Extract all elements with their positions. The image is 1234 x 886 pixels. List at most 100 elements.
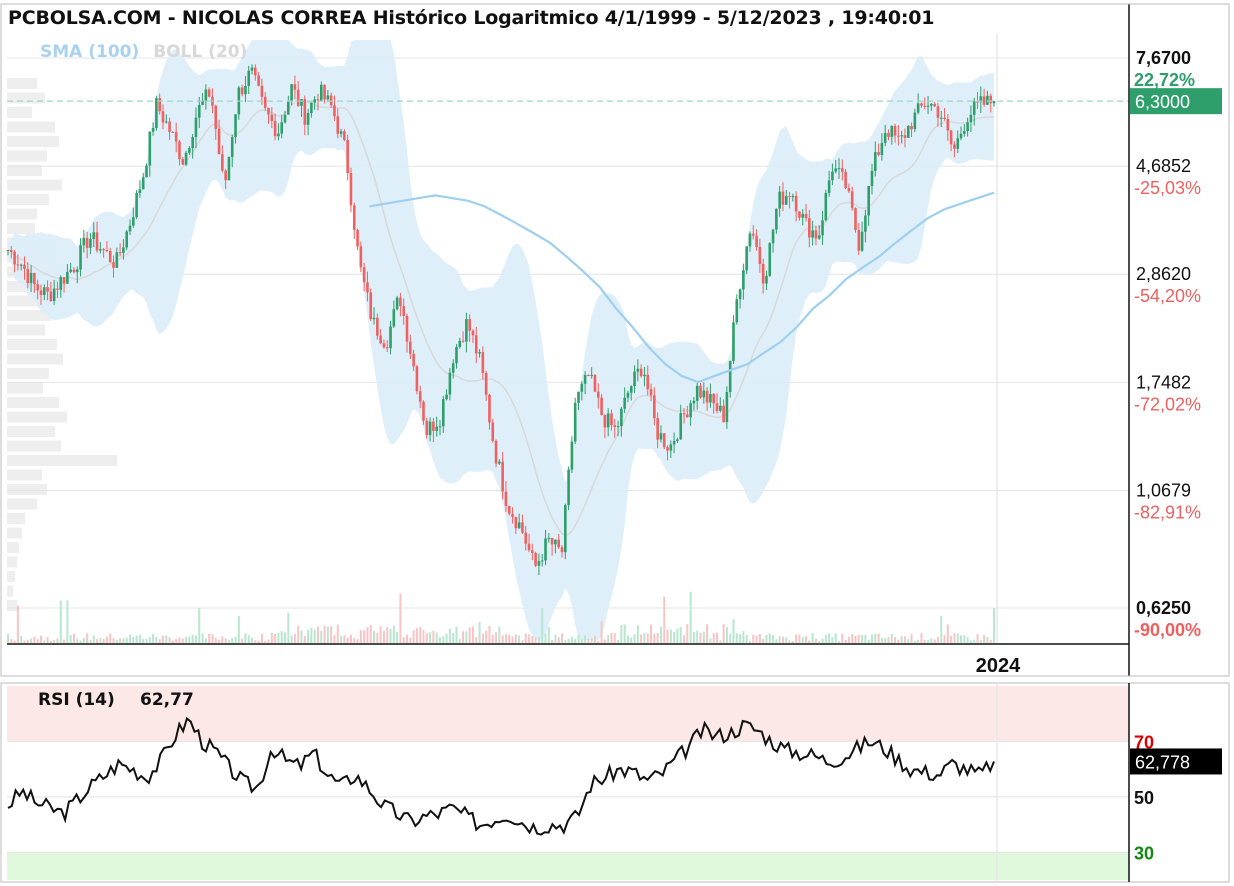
percent-tick-label: -82,91% xyxy=(1134,502,1201,522)
volume-bar xyxy=(643,633,646,643)
volume-profile-bar xyxy=(7,426,55,437)
volume-bar xyxy=(630,637,633,643)
candle-body xyxy=(224,170,227,181)
volume-profile-bar xyxy=(7,527,22,539)
candle-body xyxy=(511,513,514,517)
volume-bar xyxy=(808,640,811,643)
candle-body xyxy=(873,152,877,171)
volume-bar xyxy=(590,638,593,643)
volume-bar xyxy=(880,637,883,643)
candle-body xyxy=(240,87,244,95)
candle-body xyxy=(527,543,531,551)
candle-body xyxy=(122,247,125,253)
candle-body xyxy=(194,117,198,138)
volume-bar xyxy=(161,635,164,643)
candle-body xyxy=(705,390,709,403)
candle-body xyxy=(850,191,854,209)
volume-bar xyxy=(884,638,887,643)
candle-body xyxy=(531,550,534,553)
volume-profile-bar xyxy=(7,324,45,336)
volume-bar xyxy=(115,639,118,643)
volume-bar xyxy=(105,636,108,643)
candle-body xyxy=(270,114,274,121)
candle-body xyxy=(392,309,396,327)
volume-bar xyxy=(887,636,890,643)
volume-bar xyxy=(877,633,880,643)
volume-profile-bar xyxy=(7,411,67,423)
candle-body xyxy=(887,133,890,137)
volume-bar xyxy=(963,635,966,643)
volume-bar xyxy=(376,632,379,643)
candle-body xyxy=(145,165,148,178)
candle-body xyxy=(184,152,188,165)
candle-body xyxy=(267,107,270,115)
volume-bar xyxy=(392,625,395,643)
candle-body xyxy=(227,157,231,181)
candle-body xyxy=(616,426,620,428)
percent-tick-label: -25,03% xyxy=(1134,178,1201,198)
volume-bar xyxy=(214,637,217,643)
volume-bar xyxy=(382,631,385,643)
volume-bar xyxy=(953,633,956,643)
candle-body xyxy=(306,112,310,125)
candle-body xyxy=(633,371,636,387)
candle-body xyxy=(682,413,686,415)
candle-body xyxy=(689,403,692,418)
volume-bar xyxy=(277,633,280,643)
candle-body xyxy=(639,368,643,377)
candle-body xyxy=(448,372,452,395)
volume-bar xyxy=(501,635,504,643)
volume-bar xyxy=(709,638,712,643)
candle-body xyxy=(349,173,353,206)
volume-bar xyxy=(946,624,949,643)
volume-bar xyxy=(617,640,620,643)
candle-body xyxy=(422,401,425,421)
candle-body xyxy=(758,246,762,264)
candle-body xyxy=(171,131,175,133)
candle-body xyxy=(33,272,36,285)
volume-bar xyxy=(260,634,263,643)
candle-body xyxy=(808,218,811,238)
candle-body xyxy=(979,96,983,103)
volume-bar xyxy=(913,640,916,643)
candle-body xyxy=(352,205,356,230)
sma-100-line xyxy=(369,191,995,384)
candle-body xyxy=(458,340,462,348)
volume-bar xyxy=(574,638,577,643)
candle-body xyxy=(596,391,600,398)
candle-body xyxy=(230,137,234,158)
candle-body xyxy=(788,196,791,198)
volume-bar xyxy=(531,636,534,643)
volume-bar xyxy=(280,631,283,643)
candle-body xyxy=(359,246,363,268)
candle-body xyxy=(13,252,16,265)
volume-profile-bar xyxy=(7,353,63,365)
volume-bar xyxy=(828,633,831,643)
volume-bar xyxy=(181,638,184,643)
volume-profile-bar xyxy=(7,150,47,162)
volume-profile-bar xyxy=(7,78,37,89)
candle-body xyxy=(554,539,557,545)
candle-body xyxy=(471,330,475,336)
volume-bar xyxy=(287,612,290,643)
volume-bar xyxy=(168,637,171,643)
volume-profile-bar xyxy=(7,194,49,205)
volume-bar xyxy=(801,637,804,643)
volume-bar xyxy=(498,626,501,643)
volume-bar xyxy=(890,633,893,643)
candle-body xyxy=(821,220,824,236)
volume-bar xyxy=(448,628,451,643)
candle-body xyxy=(323,84,326,100)
rsi-title: RSI (14) xyxy=(38,690,115,710)
volume-bar xyxy=(7,633,9,643)
candle-body xyxy=(69,269,72,272)
candle-body xyxy=(534,552,537,566)
candle-body xyxy=(112,262,115,268)
candle-body xyxy=(613,425,617,427)
candle-body xyxy=(280,122,284,134)
volume-profile-bar xyxy=(7,179,62,191)
volume-bar xyxy=(969,640,972,643)
candle-body xyxy=(333,105,336,117)
candle-body xyxy=(768,243,772,276)
candle-body xyxy=(867,185,870,216)
